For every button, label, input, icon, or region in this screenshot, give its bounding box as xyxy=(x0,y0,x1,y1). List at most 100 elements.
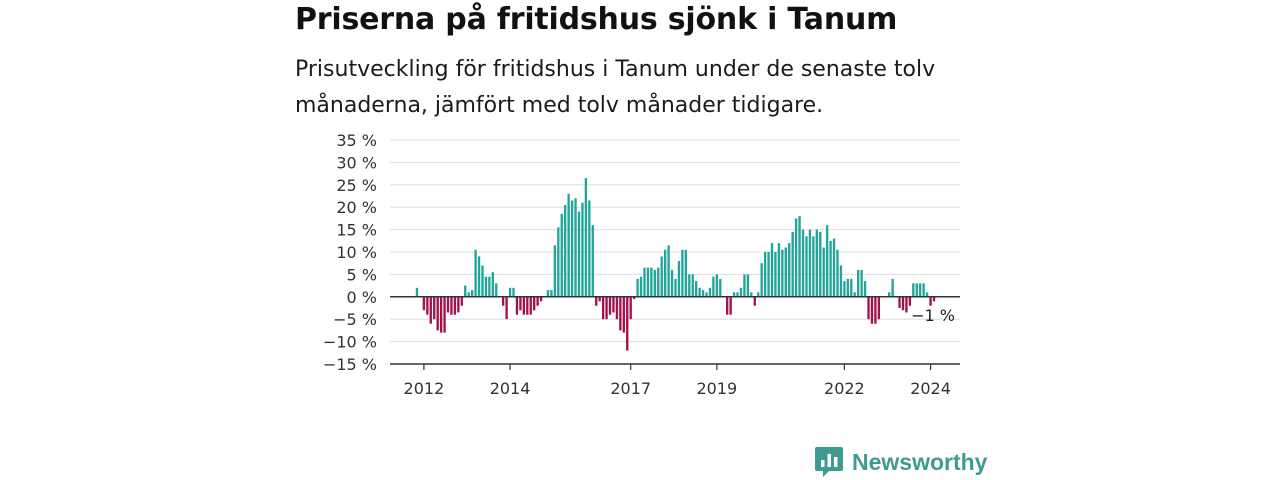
bar xyxy=(929,296,932,306)
bar xyxy=(477,256,481,297)
price-change-bar-chart: 35 % 30 % 25 % 20 % 15 % 10 % 5 % 0 % −5 % −10 % −… xyxy=(323,131,960,398)
bar xyxy=(426,296,429,315)
bar xyxy=(719,278,722,297)
bar xyxy=(846,278,849,297)
bars xyxy=(415,178,936,351)
bar xyxy=(484,276,488,297)
bar xyxy=(653,269,656,297)
bar xyxy=(539,296,543,302)
bar xyxy=(815,229,818,297)
bar xyxy=(491,272,494,297)
bar xyxy=(436,296,439,331)
bar xyxy=(760,263,763,297)
bar xyxy=(808,229,812,297)
bar xyxy=(860,269,863,297)
x-tick-label: 2014 xyxy=(490,379,531,398)
bar xyxy=(433,296,436,320)
bar xyxy=(605,296,608,320)
bar xyxy=(495,283,498,297)
bar xyxy=(639,276,643,297)
bar xyxy=(767,252,770,297)
bar xyxy=(443,296,446,333)
bar xyxy=(584,178,588,297)
bar xyxy=(794,218,798,297)
bar xyxy=(629,296,632,320)
bar xyxy=(453,296,457,315)
bar xyxy=(853,292,856,297)
y-tick-label: 5 % xyxy=(347,265,377,284)
bar xyxy=(529,296,532,315)
bar xyxy=(660,256,663,297)
bar xyxy=(670,269,674,297)
bar xyxy=(533,296,536,311)
bar xyxy=(915,283,918,297)
bar xyxy=(557,227,560,297)
bar xyxy=(674,278,677,297)
bar xyxy=(736,292,739,297)
bar xyxy=(870,296,874,324)
bar xyxy=(932,296,936,302)
bar xyxy=(581,202,584,297)
gridlines xyxy=(390,139,960,343)
y-tick-label: 20 % xyxy=(336,198,377,217)
bar xyxy=(688,274,691,297)
bar xyxy=(684,249,688,297)
bar xyxy=(619,296,622,331)
page-subtitle: Prisutveckling för fritidshus i Tanum un… xyxy=(295,57,936,118)
bar xyxy=(457,296,460,313)
bar xyxy=(536,296,539,306)
bar xyxy=(788,243,791,297)
bar xyxy=(598,296,601,302)
bar xyxy=(715,274,719,297)
bar xyxy=(650,267,653,297)
y-tick-label: −10 % xyxy=(323,333,377,352)
bar xyxy=(439,296,443,333)
bar xyxy=(481,265,484,297)
y-tick-label: 15 % xyxy=(336,221,377,240)
bar xyxy=(825,225,829,297)
bar xyxy=(626,296,629,351)
bar xyxy=(705,292,708,297)
bar xyxy=(422,296,426,311)
x-tick-label: 2019 xyxy=(697,379,738,398)
bar xyxy=(691,274,694,297)
bar xyxy=(501,296,505,306)
bar xyxy=(919,283,922,297)
x-tick-label: 2022 xyxy=(824,379,865,398)
bar xyxy=(712,276,715,297)
bar xyxy=(595,296,598,306)
bar xyxy=(877,296,881,320)
y-tick-label: 35 % xyxy=(336,131,377,150)
bar xyxy=(791,231,794,297)
bar xyxy=(460,296,463,306)
bar xyxy=(622,296,625,333)
bar xyxy=(667,245,670,297)
bar xyxy=(763,252,767,297)
bar xyxy=(708,287,712,297)
bar xyxy=(874,296,877,324)
bar xyxy=(577,211,581,297)
bar xyxy=(546,290,550,297)
bar xyxy=(701,290,705,297)
bar xyxy=(732,292,736,297)
bar xyxy=(743,274,746,297)
bar xyxy=(550,290,553,297)
bar xyxy=(698,287,701,297)
last-value-label: −1 % xyxy=(911,306,955,325)
bar xyxy=(470,290,474,297)
bar xyxy=(891,278,894,297)
bar xyxy=(829,240,832,297)
bar xyxy=(757,292,760,297)
bar xyxy=(612,296,615,313)
bar xyxy=(888,292,891,297)
bar xyxy=(863,281,867,297)
bar xyxy=(663,249,667,297)
bar xyxy=(812,236,815,297)
bar xyxy=(905,296,908,313)
bar xyxy=(839,265,843,297)
bar xyxy=(801,229,805,297)
bar xyxy=(857,269,860,297)
bar xyxy=(574,198,577,297)
bar xyxy=(526,296,529,315)
y-tick-label: 30 % xyxy=(336,153,377,172)
